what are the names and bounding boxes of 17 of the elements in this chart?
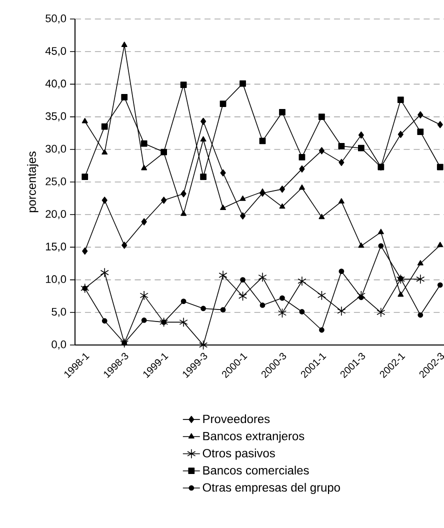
- legend-label: Otros pasivos: [202, 448, 275, 460]
- y-tick-label: 0,0: [52, 340, 66, 350]
- y-tick-label: 50,0: [46, 14, 66, 24]
- y-tick-label: 10,0: [46, 275, 66, 284]
- legend-label: Bancos comerciales: [203, 466, 309, 475]
- legend-label: Proveedores: [203, 414, 270, 424]
- legend-label: Otras empresas del grupo: [202, 482, 340, 494]
- y-tick-label: 15,0: [46, 242, 66, 252]
- y-tick-label: 35,0: [46, 112, 66, 122]
- y-tick-label: 30,0: [46, 144, 66, 154]
- y-tick-label: 25,0: [46, 177, 66, 187]
- y-tick-label: 20,0: [46, 210, 66, 220]
- y-tick-label: 45,0: [45, 47, 66, 56]
- y-tick-label: 5,0: [52, 308, 66, 317]
- legend-label: Bancos extranjeros: [203, 432, 304, 443]
- y-axis-title: porcentajes: [27, 152, 38, 212]
- y-tick-label: 40,0: [45, 80, 66, 89]
